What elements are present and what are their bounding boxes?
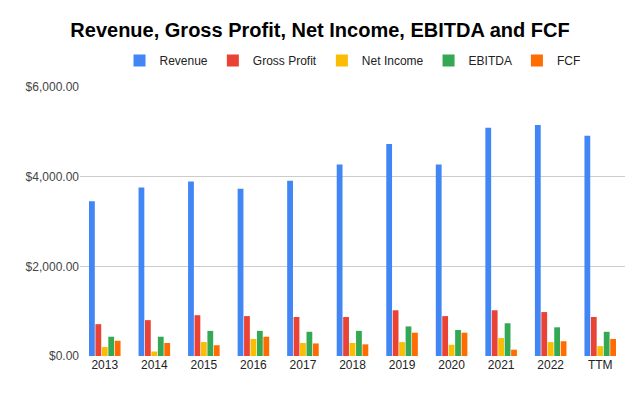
svg-text:$6,000.00: $6,000.00 xyxy=(26,80,80,94)
svg-text:2021: 2021 xyxy=(488,358,515,372)
svg-text:$0.00: $0.00 xyxy=(49,349,79,363)
svg-text:FCF: FCF xyxy=(557,54,580,68)
svg-text:$4,000.00: $4,000.00 xyxy=(26,170,80,184)
svg-text:$2,000.00: $2,000.00 xyxy=(26,260,80,274)
svg-text:2022: 2022 xyxy=(537,358,564,372)
svg-text:Revenue, Gross Profit, Net Inc: Revenue, Gross Profit, Net Income, EBITD… xyxy=(70,19,569,41)
svg-text:2013: 2013 xyxy=(91,358,118,372)
svg-text:2018: 2018 xyxy=(339,358,366,372)
svg-text:EBITDA: EBITDA xyxy=(469,54,512,68)
svg-text:2017: 2017 xyxy=(290,358,317,372)
svg-text:2016: 2016 xyxy=(240,358,267,372)
svg-text:2020: 2020 xyxy=(438,358,465,372)
svg-text:2014: 2014 xyxy=(141,358,168,372)
svg-text:TTM: TTM xyxy=(588,358,613,372)
svg-text:Revenue: Revenue xyxy=(160,54,208,68)
svg-text:2015: 2015 xyxy=(191,358,218,372)
svg-text:Net Income: Net Income xyxy=(362,54,424,68)
svg-text:Gross Profit: Gross Profit xyxy=(253,54,317,68)
svg-text:2019: 2019 xyxy=(389,358,416,372)
